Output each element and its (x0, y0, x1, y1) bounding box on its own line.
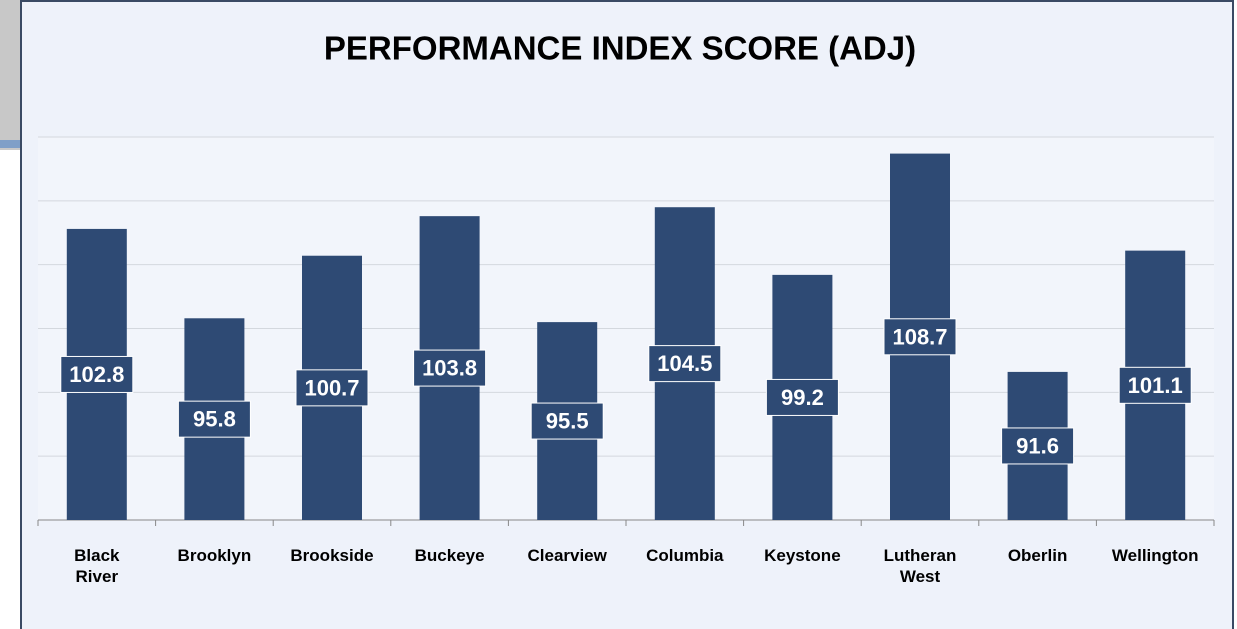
background-window-edge (0, 140, 30, 148)
value-label: 100.7 (304, 375, 359, 400)
x-tick-label: Lutheran West (883, 546, 957, 586)
value-label: 104.5 (657, 351, 712, 376)
value-label: 95.5 (546, 409, 589, 434)
value-label-box (765, 378, 839, 416)
value-label: 101.1 (1128, 373, 1183, 398)
x-tick-label: Brookside (290, 546, 374, 565)
value-label-box (883, 318, 957, 356)
x-tick-label: Columbia (646, 546, 724, 565)
value-label: 91.6 (1016, 433, 1059, 458)
value-label-box (648, 345, 722, 383)
x-tick-label: Black River (74, 546, 120, 586)
value-label-box (1001, 427, 1075, 465)
value-label: 95.8 (193, 407, 236, 432)
value-label-box (1118, 366, 1192, 404)
value-label-box (295, 369, 369, 407)
value-label-box (530, 402, 604, 440)
chart-title: PERFORMANCE INDEX SCORE (ADJ) (324, 30, 916, 67)
value-label: 102.8 (69, 362, 124, 387)
x-tick-label: Brooklyn (177, 546, 252, 565)
value-label-box (177, 400, 251, 438)
value-label: 99.2 (781, 385, 824, 410)
value-label-box (413, 349, 487, 387)
x-tick-label: Oberlin (1007, 546, 1068, 565)
x-tick-label: Keystone (764, 546, 841, 565)
x-tick-label: Buckeye (414, 546, 485, 565)
value-label: 108.7 (892, 324, 947, 349)
x-tick-label: Clearview (527, 546, 607, 565)
x-tick-label: Wellington (1111, 546, 1199, 565)
value-label: 103.8 (422, 356, 477, 381)
value-label-box (60, 355, 134, 393)
